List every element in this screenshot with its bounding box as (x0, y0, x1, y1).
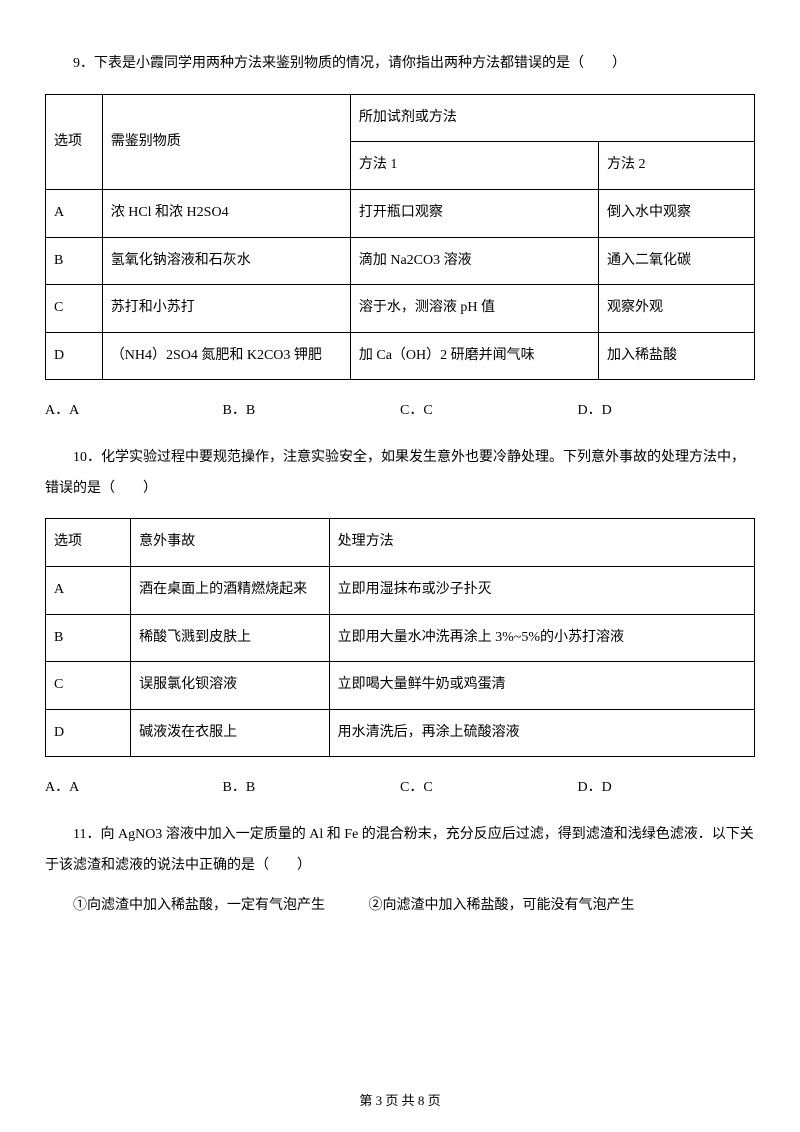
t1-header-opt: 选项 (46, 94, 103, 189)
t2-r2-acc: 误服氯化钡溶液 (131, 662, 330, 710)
page-footer: 第 3 页 共 8 页 (0, 1091, 800, 1112)
t1-r1-sub: 氢氧化钠溶液和石灰水 (102, 237, 350, 285)
t1-r0-opt: A (46, 189, 103, 237)
t1-r3-sub: （NH4）2SO4 氮肥和 K2CO3 钾肥 (102, 332, 350, 380)
t2-r2-meth: 立即喝大量鲜牛奶或鸡蛋清 (329, 662, 754, 710)
t1-header-reagent: 所加试剂或方法 (350, 94, 754, 142)
t2-header-opt: 选项 (46, 519, 131, 567)
t1-r3-opt: D (46, 332, 103, 380)
t2-header-accident: 意外事故 (131, 519, 330, 567)
t1-r0-m1: 打开瓶口观察 (350, 189, 598, 237)
t1-r0-sub: 浓 HCl 和浓 H2SO4 (102, 189, 350, 237)
question-10-text: 10．化学实验过程中要规范操作，注意实验安全，如果发生意外也要冷静处理。下列意外… (45, 443, 755, 505)
t1-r3-m1: 加 Ca（OH）2 研磨并闻气味 (350, 332, 598, 380)
q10-opt-b: B．B (223, 777, 401, 799)
q9-opt-d: D．D (578, 400, 756, 422)
q10-opt-a: A．A (45, 777, 223, 799)
question-11-text: 11．向 AgNO3 溶液中加入一定质量的 Al 和 Fe 的混合粉末，充分反应… (45, 820, 755, 882)
t1-header-substance: 需鉴别物质 (102, 94, 350, 189)
t1-r2-m1: 溶于水，测溶液 pH 值 (350, 285, 598, 333)
q9-opt-b: B．B (223, 400, 401, 422)
question-11-subs: ①向滤渣中加入稀盐酸，一定有气泡产生 ②向滤渣中加入稀盐酸，可能没有气泡产生 (45, 895, 755, 917)
t1-r1-opt: B (46, 237, 103, 285)
q11-sub2: ②向滤渣中加入稀盐酸，可能没有气泡产生 (369, 898, 635, 913)
t2-r0-acc: 酒在桌面上的酒精燃烧起来 (131, 566, 330, 614)
question-9-options: A．A B．B C．C D．D (45, 400, 755, 422)
t2-header-method: 处理方法 (329, 519, 754, 567)
t2-r0-opt: A (46, 566, 131, 614)
q9-opt-a: A．A (45, 400, 223, 422)
t2-r2-opt: C (46, 662, 131, 710)
t2-r1-meth: 立即用大量水冲洗再涂上 3%~5%的小苏打溶液 (329, 614, 754, 662)
t2-r1-acc: 稀酸飞溅到皮肤上 (131, 614, 330, 662)
question-9-table: 选项 需鉴别物质 所加试剂或方法 方法 1 方法 2 A 浓 HCl 和浓 H2… (45, 94, 755, 381)
question-10-table: 选项 意外事故 处理方法 A 酒在桌面上的酒精燃烧起来 立即用湿抹布或沙子扑灭 … (45, 518, 755, 757)
t2-r0-meth: 立即用湿抹布或沙子扑灭 (329, 566, 754, 614)
question-10-options: A．A B．B C．C D．D (45, 777, 755, 799)
q10-opt-c: C．C (400, 777, 578, 799)
question-9-text: 9．下表是小霞同学用两种方法来鉴别物质的情况，请你指出两种方法都错误的是（ ） (45, 49, 755, 80)
t2-r3-acc: 碱液泼在衣服上 (131, 709, 330, 757)
t1-header-m1: 方法 1 (350, 142, 598, 190)
t1-r2-m2: 观察外观 (599, 285, 755, 333)
q9-opt-c: C．C (400, 400, 578, 422)
q11-sub1: ①向滤渣中加入稀盐酸，一定有气泡产生 (73, 898, 325, 913)
t1-r1-m1: 滴加 Na2CO3 溶液 (350, 237, 598, 285)
t1-r2-opt: C (46, 285, 103, 333)
t2-r3-meth: 用水清洗后，再涂上硫酸溶液 (329, 709, 754, 757)
t2-r3-opt: D (46, 709, 131, 757)
t1-r0-m2: 倒入水中观察 (599, 189, 755, 237)
t1-r2-sub: 苏打和小苏打 (102, 285, 350, 333)
t2-r1-opt: B (46, 614, 131, 662)
t1-header-m2: 方法 2 (599, 142, 755, 190)
q10-opt-d: D．D (578, 777, 756, 799)
t1-r3-m2: 加入稀盐酸 (599, 332, 755, 380)
t1-r1-m2: 通入二氧化碳 (599, 237, 755, 285)
